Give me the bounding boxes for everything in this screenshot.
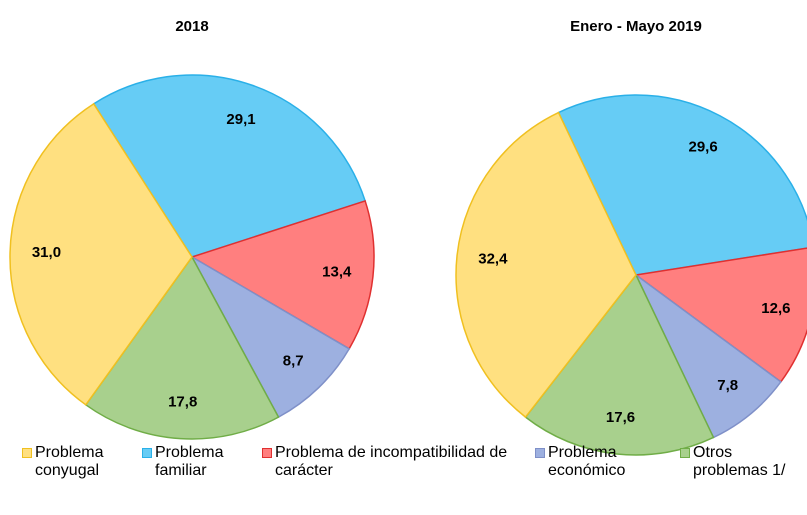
data-label: 8,7 xyxy=(283,353,304,370)
legend-swatch xyxy=(262,448,272,458)
legend-swatch xyxy=(535,448,545,458)
pie-slice xyxy=(84,255,280,440)
legend-swatch xyxy=(22,448,32,458)
data-label: 29,6 xyxy=(689,139,718,156)
legend-label: Problema familiar xyxy=(155,444,224,479)
pie-slice xyxy=(524,273,715,456)
legend-swatch xyxy=(680,448,690,458)
legend-item: Problema conyugal xyxy=(22,444,122,480)
legend-label: Problema conyugal xyxy=(35,444,104,479)
legend-item: Otros problemas 1/ xyxy=(680,444,790,480)
pie-slice xyxy=(92,74,367,258)
data-label: 7,8 xyxy=(717,377,738,394)
legend-item: Problema familiar xyxy=(142,444,242,480)
legend-label: Problema de incompatibilidad de carácter xyxy=(275,444,508,479)
data-label: 12,6 xyxy=(761,300,790,317)
data-label: 31,0 xyxy=(32,244,61,261)
data-label: 13,4 xyxy=(322,264,352,281)
pie-slice xyxy=(190,199,375,350)
data-label: 32,4 xyxy=(478,250,508,267)
pie-slice xyxy=(9,102,193,406)
data-label: 29,1 xyxy=(226,111,255,128)
pie-slice xyxy=(190,255,351,419)
chart-title: 2018 xyxy=(175,18,208,35)
pie-slice xyxy=(455,111,637,419)
data-label: 17,8 xyxy=(168,393,197,410)
pie-slice xyxy=(634,247,807,383)
data-label: 17,6 xyxy=(606,409,635,426)
legend-label: Otros problemas 1/ xyxy=(693,444,786,479)
legend-swatch xyxy=(142,448,152,458)
legend-label: Problema económico xyxy=(548,444,626,479)
chart-title: Enero - Mayo 2019 xyxy=(570,18,702,35)
legend-item: Problema de incompatibilidad de carácter xyxy=(262,444,522,480)
pie-slice xyxy=(557,94,807,276)
legend-item: Problema económico xyxy=(535,444,655,480)
